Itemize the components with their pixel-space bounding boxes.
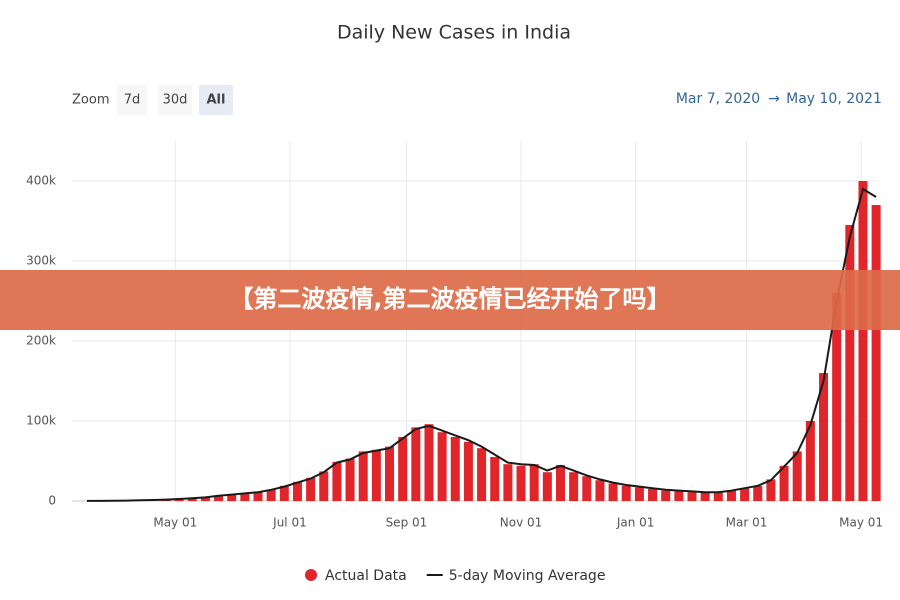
bar bbox=[358, 451, 368, 501]
bar bbox=[648, 489, 658, 501]
bar bbox=[332, 461, 342, 501]
x-tick-label: May 01 bbox=[153, 516, 197, 530]
legend-label: Actual Data bbox=[325, 568, 407, 584]
bar bbox=[200, 497, 210, 501]
bar bbox=[871, 205, 881, 501]
x-tick-label: Nov 01 bbox=[500, 516, 543, 530]
bar bbox=[621, 485, 631, 501]
bar bbox=[529, 464, 539, 501]
bar bbox=[411, 427, 421, 501]
bar bbox=[227, 494, 237, 501]
bar bbox=[463, 441, 473, 501]
bar bbox=[306, 477, 316, 501]
bar bbox=[266, 489, 276, 501]
bar bbox=[319, 471, 329, 501]
bar bbox=[253, 491, 263, 501]
bar bbox=[187, 498, 197, 501]
bar bbox=[292, 481, 302, 501]
y-tick-label: 400k bbox=[26, 174, 56, 188]
bar bbox=[371, 449, 381, 501]
bar bbox=[805, 421, 815, 501]
bar bbox=[582, 476, 592, 501]
banner-text: 【第二波疫情,第二波疫情已经开始了吗】 bbox=[229, 285, 670, 313]
bar bbox=[437, 432, 447, 501]
bar bbox=[398, 437, 408, 501]
y-tick-label: 200k bbox=[26, 334, 56, 348]
zoom-label: Zoom bbox=[72, 93, 109, 108]
bar bbox=[608, 483, 618, 501]
bar bbox=[516, 465, 526, 501]
bar bbox=[687, 492, 697, 501]
bar bbox=[634, 487, 644, 501]
banner-background bbox=[0, 270, 900, 330]
bar bbox=[477, 448, 487, 501]
bar bbox=[858, 181, 868, 501]
bar bbox=[279, 485, 289, 501]
x-tick-label: Jul 01 bbox=[272, 516, 307, 530]
zoom-button[interactable] bbox=[158, 85, 192, 115]
bar bbox=[700, 492, 710, 501]
legend: Actual Data 5-day Moving Average bbox=[305, 568, 605, 584]
x-tick-label: May 01 bbox=[839, 516, 883, 530]
range-separator: → bbox=[768, 91, 780, 107]
bar bbox=[503, 464, 513, 501]
bar bbox=[779, 465, 789, 501]
bar bbox=[385, 446, 395, 501]
range-start: Mar 7, 2020 bbox=[676, 91, 760, 107]
bar bbox=[542, 472, 552, 501]
bar bbox=[240, 493, 250, 501]
plot bbox=[82, 181, 881, 502]
bar bbox=[753, 485, 763, 501]
bar bbox=[490, 457, 500, 501]
y-tick-label: 100k bbox=[26, 414, 56, 428]
y-tick-label: 0 bbox=[48, 494, 56, 508]
bar bbox=[424, 424, 434, 501]
bar bbox=[740, 488, 750, 501]
bar bbox=[819, 373, 829, 501]
bar bbox=[713, 492, 723, 501]
bar bbox=[766, 479, 776, 501]
bar bbox=[726, 490, 736, 501]
bar bbox=[845, 225, 855, 501]
line bbox=[87, 187, 877, 502]
zoom-button[interactable] bbox=[199, 85, 233, 115]
bar bbox=[569, 472, 579, 501]
x-tick-label: Jan 01 bbox=[616, 516, 655, 530]
bar bbox=[792, 451, 802, 501]
bar bbox=[674, 491, 684, 501]
zoom-button-label[interactable]: 7d bbox=[124, 93, 141, 108]
bar bbox=[832, 293, 842, 501]
bar bbox=[661, 490, 671, 501]
chart-title: Daily New Cases in India bbox=[337, 22, 571, 44]
legend-label: 5-day Moving Average bbox=[449, 568, 606, 584]
bar bbox=[345, 458, 355, 501]
zoom-buttons: 7d 30d All bbox=[117, 85, 233, 115]
zoom-button-label[interactable]: All bbox=[207, 93, 226, 108]
zoom-button[interactable] bbox=[117, 85, 147, 115]
legend-symbol bbox=[305, 569, 317, 581]
bar bbox=[214, 495, 224, 501]
bar bbox=[595, 480, 605, 501]
x-tick-label: Sep 01 bbox=[386, 516, 428, 530]
x-tick-label: Mar 01 bbox=[726, 516, 768, 530]
range-end: May 10, 2021 bbox=[786, 91, 882, 107]
zoom-button-label[interactable]: 30d bbox=[163, 93, 188, 108]
y-tick-label: 300k bbox=[26, 254, 56, 268]
bar bbox=[555, 465, 565, 501]
bar bbox=[450, 437, 460, 501]
